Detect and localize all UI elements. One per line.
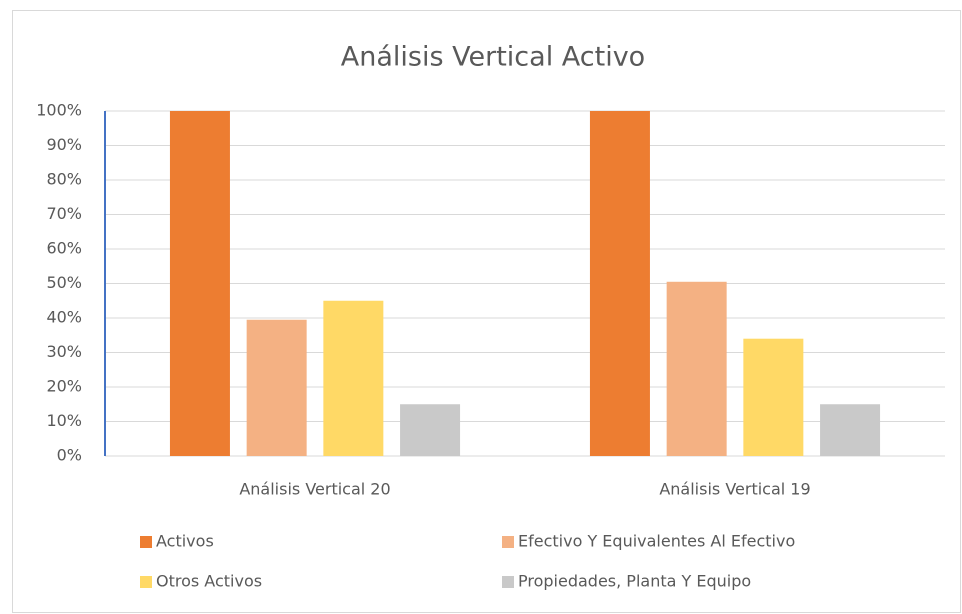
bar bbox=[400, 404, 461, 456]
chart-title: Análisis Vertical Activo bbox=[341, 42, 645, 73]
y-tick-label: 30% bbox=[46, 342, 82, 361]
y-tick-label: 100% bbox=[36, 101, 82, 120]
legend-label: Activos bbox=[156, 532, 214, 551]
y-tick-label: 40% bbox=[46, 308, 82, 327]
y-tick-label: 90% bbox=[46, 135, 82, 154]
legend-label: Efectivo Y Equivalentes Al Efectivo bbox=[518, 532, 795, 551]
chart-border bbox=[12, 10, 961, 613]
bar bbox=[589, 111, 650, 456]
legend-swatch bbox=[502, 576, 514, 588]
legend-swatch bbox=[140, 536, 152, 548]
bar bbox=[246, 319, 307, 456]
bar bbox=[666, 281, 727, 456]
legend-swatch bbox=[502, 536, 514, 548]
y-tick-label: 20% bbox=[46, 377, 82, 396]
bar bbox=[820, 404, 881, 456]
y-tick-label: 10% bbox=[46, 411, 82, 430]
y-tick-label: 60% bbox=[46, 239, 82, 258]
y-tick-label: 80% bbox=[46, 170, 82, 189]
y-tick-label: 50% bbox=[46, 273, 82, 292]
bar bbox=[743, 338, 804, 456]
y-tick-label: 0% bbox=[57, 446, 82, 465]
legend-label: Otros Activos bbox=[156, 572, 262, 591]
legend-swatch bbox=[140, 576, 152, 588]
legend-label: Propiedades, Planta Y Equipo bbox=[518, 572, 751, 591]
x-tick-label: Análisis Vertical 20 bbox=[239, 480, 390, 499]
bar bbox=[323, 300, 384, 456]
x-tick-label: Análisis Vertical 19 bbox=[659, 480, 810, 499]
y-tick-label: 70% bbox=[46, 204, 82, 223]
bar bbox=[169, 111, 230, 456]
